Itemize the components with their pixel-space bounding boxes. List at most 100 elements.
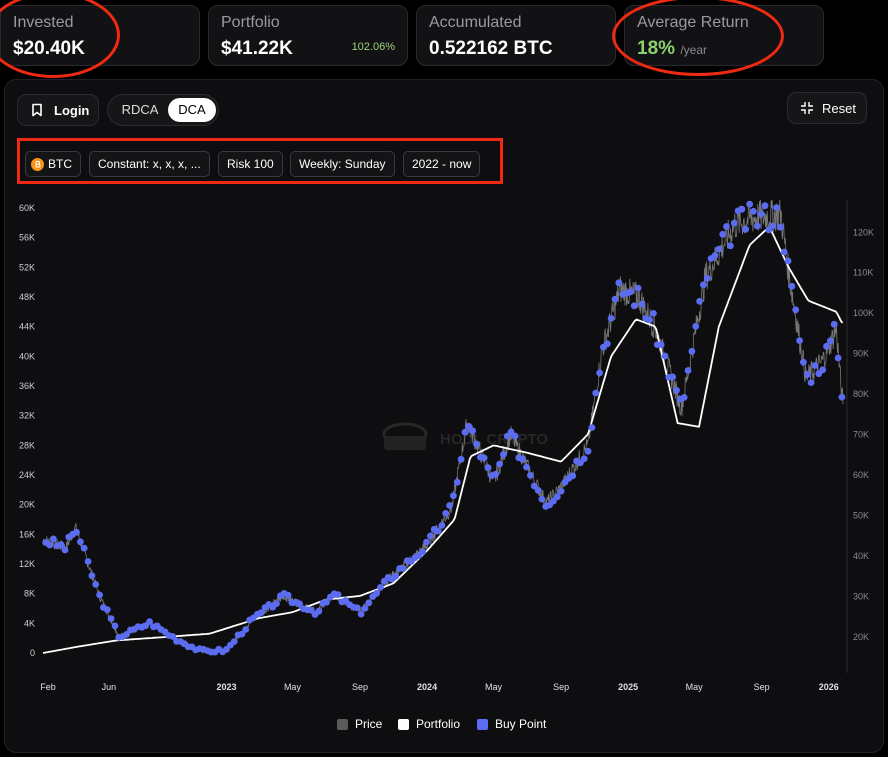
frequency-filter[interactable]: Weekly: Sunday [290,151,395,177]
mode-option-dca[interactable]: DCA [168,98,216,122]
legend-buy-point[interactable]: Buy Point [477,717,546,731]
buy-point [103,606,111,613]
buy-point [746,200,753,208]
buy-point [77,538,84,546]
legend-portfolio-label: Portfolio [416,717,461,731]
buy-point [800,358,807,366]
watermark-logo-base [384,436,426,450]
buy-point [630,302,638,310]
average-return-percent: 18% [637,38,676,59]
buy-point [61,546,69,554]
y-left-tick-label: 56K [19,233,35,243]
buy-point [419,548,427,556]
buy-point [796,337,803,344]
invested-card: Invested $20.40K [0,5,200,66]
mode-toggle: RDCA DCA [107,94,219,126]
buy-point [484,464,492,472]
buy-point [123,631,130,638]
average-return-card: Average Return 18% /year [624,5,824,66]
mode-option-rdca[interactable]: RDCA [121,102,159,117]
buy-point [377,584,384,591]
buy-point [730,219,738,227]
buy-point [569,472,577,480]
y-left-tick-label: 52K [19,262,35,272]
login-button[interactable]: Login [17,94,99,126]
buy-point [603,340,611,348]
buy-point [511,432,519,440]
buy-point [584,447,592,455]
accumulated-label: Accumulated [429,14,522,31]
y-axis-right: 20K 30K 40K 50K 60K 70K 80K 90K 100K 110K 120K [853,227,874,642]
risk-filter[interactable]: Risk 100 [218,151,283,177]
x-tick-label: Sep [553,682,569,692]
buy-point [819,366,827,374]
average-return-label: Average Return [637,14,749,31]
legend-price[interactable]: Price [337,717,382,731]
buy-point [769,222,777,230]
buy-point [238,630,246,638]
range-filter[interactable]: 2022 - now [403,151,481,177]
buy-point [315,607,323,615]
legend-price-label: Price [355,717,383,731]
buy-point [757,210,765,218]
y-left-tick-label: 8K [24,589,35,599]
y-left-tick-label: 20K [19,500,35,510]
buy-point [146,618,154,625]
x-tick-label: Feb [40,682,56,692]
buy-point [700,281,707,289]
y-right-tick-label: 50K [853,510,869,520]
buy-point [557,487,565,495]
y-axis-left: 0 4K 8K 12K 16K 20K 24K 28K 32K 36K 40K 44K 48K 52K 56… [19,203,35,658]
buy-point [615,279,623,287]
buy-point [365,599,373,607]
y-right-tick-label: 110K [853,268,873,278]
strategy-filter[interactable]: Constant: x, x, x, ... [89,151,210,177]
x-tick-label: May [686,682,704,692]
y-left-tick-label: 12K [19,559,35,569]
y-right-tick-label: 20K [853,632,869,642]
login-label: Login [54,102,90,118]
bookmark-icon [32,103,42,117]
legend-price-swatch [337,718,348,730]
buy-point [434,527,442,535]
buy-point [696,297,703,305]
y-left-tick-label: 0 [30,648,35,658]
asset-filter[interactable]: BTC [25,151,81,177]
legend-portfolio[interactable]: Portfolio [398,717,460,731]
buy-point [777,223,784,231]
buy-point [492,470,500,478]
average-return-value: 18% /year [637,38,811,61]
buy-point [680,394,688,401]
buy-point [427,532,434,540]
x-tick-label: Sep [352,682,368,692]
buy-point [588,424,596,431]
buy-point [500,451,507,458]
buy-point [400,565,407,572]
watermark-text: HODL CRYPTO [440,431,548,448]
y-right-tick-label: 90K [853,349,869,359]
legend-buy-point-label: Buy Point [495,717,547,731]
buy-point [50,535,57,543]
buy-point [773,204,780,211]
buy-point [750,207,757,215]
buy-point [446,502,453,509]
buy-point [96,591,103,599]
buy-point [453,478,461,486]
reset-label: Reset [822,100,856,116]
buy-point [284,591,292,599]
bitcoin-icon [31,158,44,171]
portfolio-change: 102.06% [351,41,395,53]
buy-point [657,341,665,348]
buy-point [373,589,380,597]
buy-point [611,295,619,303]
buy-point [469,427,477,435]
buy-point [273,600,280,607]
buy-point [392,572,400,580]
y-left-tick-label: 44K [19,322,35,332]
chart-panel: Login RDCA DCA Reset BTC Constant: x, x,… [4,79,884,753]
buy-point [634,284,642,292]
buy-point [761,202,769,210]
reset-button[interactable]: Reset [787,92,867,124]
buy-point [807,379,815,386]
buy-point [550,497,557,505]
